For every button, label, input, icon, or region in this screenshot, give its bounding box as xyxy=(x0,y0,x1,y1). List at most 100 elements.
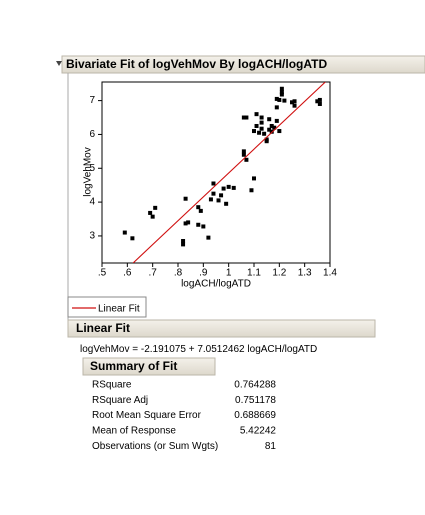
report-header xyxy=(61,55,425,74)
point xyxy=(241,152,246,157)
report-title: Bivariate Fit of logVehMov By logACH/log… xyxy=(66,57,327,71)
point xyxy=(153,205,158,210)
x-tick-label: .8 xyxy=(174,268,183,279)
point xyxy=(183,196,188,201)
x-tick-label: .7 xyxy=(148,268,157,279)
point xyxy=(279,92,284,97)
point xyxy=(274,96,279,101)
point xyxy=(282,98,287,103)
x-tick-label: 1.4 xyxy=(323,268,337,279)
y-tick-label: 5 xyxy=(89,163,95,174)
point xyxy=(130,236,135,241)
point xyxy=(206,235,211,240)
point xyxy=(252,129,256,134)
y-tick-label: 6 xyxy=(89,129,95,140)
point xyxy=(252,176,256,181)
point xyxy=(241,149,246,154)
point xyxy=(122,230,127,235)
point xyxy=(224,201,229,206)
point xyxy=(201,224,206,229)
point xyxy=(196,222,201,227)
x-tick-label: 1 xyxy=(226,268,232,279)
fit-line xyxy=(132,82,326,263)
fit-equation: logVehMov = -2.191075 + 7.0512462 logACH… xyxy=(80,344,317,355)
point xyxy=(196,205,201,210)
x-tick-label: .5 xyxy=(98,268,107,279)
x-tick-label: .9 xyxy=(199,268,208,279)
summary-label: RSquare Adj xyxy=(92,395,148,406)
point xyxy=(279,86,284,91)
point xyxy=(292,103,297,108)
x-tick-label: .6 xyxy=(123,268,132,279)
point xyxy=(150,214,155,219)
y-axis-label: logVehMov xyxy=(83,147,94,196)
point xyxy=(198,208,203,213)
point xyxy=(216,198,221,203)
point xyxy=(292,99,297,104)
point xyxy=(221,186,226,191)
point xyxy=(272,125,277,130)
point xyxy=(183,221,188,226)
x-tick-label: 1.1 xyxy=(247,268,261,279)
point xyxy=(262,131,267,136)
point xyxy=(249,188,254,193)
x-axis-label: logACH/logATD xyxy=(181,279,251,290)
point xyxy=(290,100,294,105)
point xyxy=(186,220,191,225)
legend-label: Linear Fit xyxy=(98,304,140,315)
equation-slope: 7.0512462 xyxy=(197,344,245,355)
equation-response: logVehMov = xyxy=(80,344,138,355)
summary-value: 0.764288 xyxy=(234,380,276,391)
point xyxy=(241,115,246,120)
point xyxy=(226,184,231,189)
point xyxy=(277,97,282,102)
point xyxy=(315,99,320,104)
point xyxy=(231,185,236,190)
summary-label: Root Mean Square Error xyxy=(92,410,202,421)
summary-title: Summary of Fit xyxy=(90,359,177,373)
equation-operator: + xyxy=(189,344,195,355)
summary-label: Mean of Response xyxy=(92,426,176,437)
summary-label: Observations (or Sum Wgts) xyxy=(92,441,218,452)
y-tick-label: 4 xyxy=(89,197,95,208)
equation-intercept: -2.191075 xyxy=(141,344,186,355)
point xyxy=(257,130,262,135)
summary-value: 0.688669 xyxy=(234,410,276,421)
point xyxy=(317,97,322,102)
point xyxy=(219,193,224,198)
summary-header xyxy=(82,357,216,376)
point xyxy=(269,123,274,128)
summary-value: 81 xyxy=(265,441,277,452)
point xyxy=(181,242,186,247)
plot-area xyxy=(122,82,326,263)
equation-regressor: logACH/logATD xyxy=(247,344,317,355)
summary-label: RSquare xyxy=(92,380,132,391)
y-tick-label: 3 xyxy=(89,231,95,242)
point xyxy=(277,129,282,134)
point xyxy=(208,197,213,202)
point xyxy=(148,210,153,215)
x-tick-label: 1.3 xyxy=(298,268,312,279)
point xyxy=(244,157,249,162)
point xyxy=(211,181,216,186)
point xyxy=(267,127,272,132)
legend xyxy=(67,296,147,318)
point xyxy=(274,118,279,123)
point xyxy=(244,115,249,120)
point xyxy=(264,137,269,142)
point xyxy=(181,239,186,244)
point xyxy=(254,123,259,128)
plot-frame xyxy=(101,81,331,264)
point xyxy=(279,90,284,95)
summary-value: 0.751178 xyxy=(235,395,276,406)
summary-value: 5.42242 xyxy=(240,426,277,437)
fit-title: Linear Fit xyxy=(76,321,130,335)
point xyxy=(317,101,322,106)
disclosure-icon[interactable] xyxy=(56,61,62,66)
fit-header xyxy=(67,319,376,338)
point xyxy=(211,191,216,196)
point xyxy=(259,115,264,120)
y-tick-label: 7 xyxy=(89,95,95,106)
point xyxy=(259,120,264,125)
point xyxy=(267,117,272,122)
